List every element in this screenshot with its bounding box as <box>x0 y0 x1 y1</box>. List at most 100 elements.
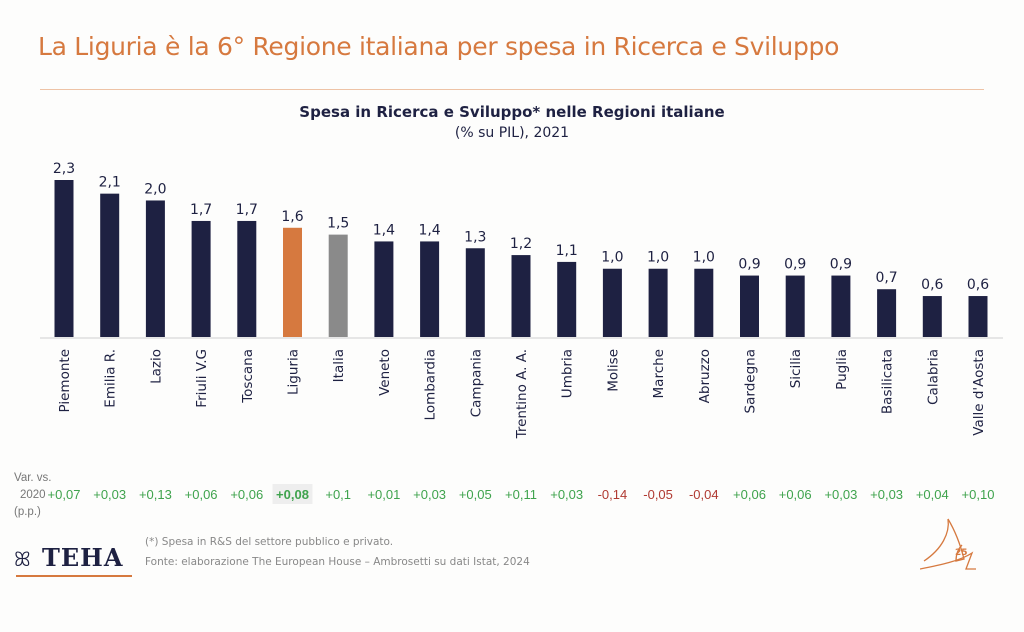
variation-value: +0,03 <box>824 487 857 502</box>
value-label: 2,1 <box>99 175 121 191</box>
variation-value: +0,03 <box>413 487 446 502</box>
teha-logo-text: TEHA <box>42 543 124 572</box>
value-label: 1,1 <box>556 243 578 259</box>
bar-sicilia <box>785 275 805 337</box>
variation-value: +0,06 <box>230 487 263 502</box>
variation-value: +0,04 <box>916 487 949 502</box>
value-label: 1,0 <box>647 250 669 266</box>
category-label: Lazio <box>148 349 164 384</box>
value-label: 2,0 <box>144 181 166 197</box>
variation-label-line: 2020 <box>20 489 46 501</box>
category-label: Valle d'Aosta <box>971 349 987 436</box>
value-label: 1,7 <box>236 202 258 218</box>
footnote-source: Fonte: elaborazione The European House –… <box>145 556 530 568</box>
footnote: (*) Spesa in R&S del settore pubblico e … <box>145 532 530 572</box>
bar-valle-d-aosta <box>968 296 988 337</box>
variation-value: -0,05 <box>643 487 673 502</box>
category-label: Calabria <box>925 349 941 405</box>
value-label: 1,2 <box>510 236 532 252</box>
value-label: 1,3 <box>464 229 486 245</box>
bar-friuli-v-g <box>191 220 211 337</box>
variation-label-line: Var. vs. <box>14 472 52 484</box>
teha-logo-icon: ꕤ <box>14 547 31 571</box>
variation-value: +0,06 <box>733 487 766 502</box>
variation-value: +0,03 <box>550 487 583 502</box>
bar-liguria <box>283 227 302 337</box>
variation-value: +0,08 <box>276 487 309 502</box>
category-label: Sicilia <box>788 349 804 388</box>
value-label: 0,9 <box>738 257 760 273</box>
bar-emilia-r <box>100 193 120 337</box>
category-label: Basilicata <box>880 349 896 414</box>
variation-value: +0,03 <box>93 487 126 502</box>
category-label: Trentino A. A. <box>514 349 530 439</box>
value-label: 0,9 <box>830 257 852 273</box>
category-label: Sardegna <box>743 349 759 413</box>
category-label: Emilia R. <box>103 349 119 408</box>
category-label: Liguria <box>286 349 302 395</box>
variation-value: +0,1 <box>325 487 351 502</box>
bar-puglia <box>831 275 851 337</box>
bar-abruzzo <box>694 268 714 337</box>
value-label: 0,6 <box>921 277 943 293</box>
variation-value: +0,05 <box>459 487 492 502</box>
value-label: 1,4 <box>373 222 395 238</box>
category-label: Puglia <box>834 349 850 390</box>
bar-sardegna <box>740 275 759 337</box>
variation-value: -0,04 <box>689 487 719 502</box>
bar-basilicata <box>877 289 897 337</box>
bar-lazio <box>145 200 165 337</box>
bar-veneto <box>374 241 394 337</box>
bar-lombardia <box>420 241 440 337</box>
value-label: 0,9 <box>784 257 806 273</box>
value-label: 0,6 <box>967 277 989 293</box>
page-title: La Liguria è la 6° Regione italiana per … <box>38 32 840 61</box>
category-label: Umbria <box>560 349 576 398</box>
variation-value: +0,06 <box>779 487 812 502</box>
bar-calabria <box>922 296 942 337</box>
title-divider <box>40 89 984 90</box>
value-label: 1,0 <box>693 250 715 266</box>
page-number: 25 <box>955 548 968 558</box>
category-label: Veneto <box>377 349 393 396</box>
footnote-note: (*) Spesa in R&S del settore pubblico e … <box>145 536 394 548</box>
category-label: Toscana <box>240 349 256 404</box>
variation-value: +0,07 <box>48 487 81 502</box>
bar-italia <box>328 234 348 337</box>
bar-toscana <box>237 220 257 337</box>
bar-piemonte <box>54 180 74 337</box>
value-label: 1,7 <box>190 202 212 218</box>
value-label: 1,4 <box>418 222 440 238</box>
variation-highlight-bg <box>272 484 313 504</box>
bar-marche <box>648 268 668 337</box>
bar-umbria <box>557 261 577 337</box>
category-label: Abruzzo <box>697 349 713 403</box>
value-label: 1,6 <box>281 209 303 225</box>
category-label: Campania <box>468 349 484 417</box>
variation-value: -0,14 <box>598 487 628 502</box>
variation-value: +0,13 <box>139 487 172 502</box>
bar-molise <box>602 268 622 337</box>
value-label: 1,5 <box>327 216 349 232</box>
bar-trentino-a-a <box>511 255 531 337</box>
variation-value: +0,06 <box>185 487 218 502</box>
variation-value: +0,03 <box>870 487 903 502</box>
variation-value: +0,10 <box>962 487 995 502</box>
chart-title: Spesa in Ricerca e Sviluppo* nelle Regio… <box>299 103 725 121</box>
category-label: Piemonte <box>57 349 73 412</box>
logo-underline <box>16 575 132 577</box>
category-label: Friuli V.G <box>194 349 210 408</box>
teha-logo: ꕤ TEHA <box>14 543 132 577</box>
value-label: 1,0 <box>601 250 623 266</box>
variation-row-label: Var. vs. 2020 (p.p.) <box>14 470 52 521</box>
category-label: Marche <box>651 349 667 398</box>
sailboat-icon <box>920 518 976 570</box>
category-label: Italia <box>331 349 347 382</box>
value-label: 0,7 <box>875 270 897 286</box>
variation-value: +0,01 <box>367 487 400 502</box>
bar-campania <box>465 248 485 337</box>
chart-subtitle: (% su PIL), 2021 <box>454 125 570 141</box>
category-label: Lombardia <box>423 349 439 420</box>
value-label: 2,3 <box>53 161 75 177</box>
